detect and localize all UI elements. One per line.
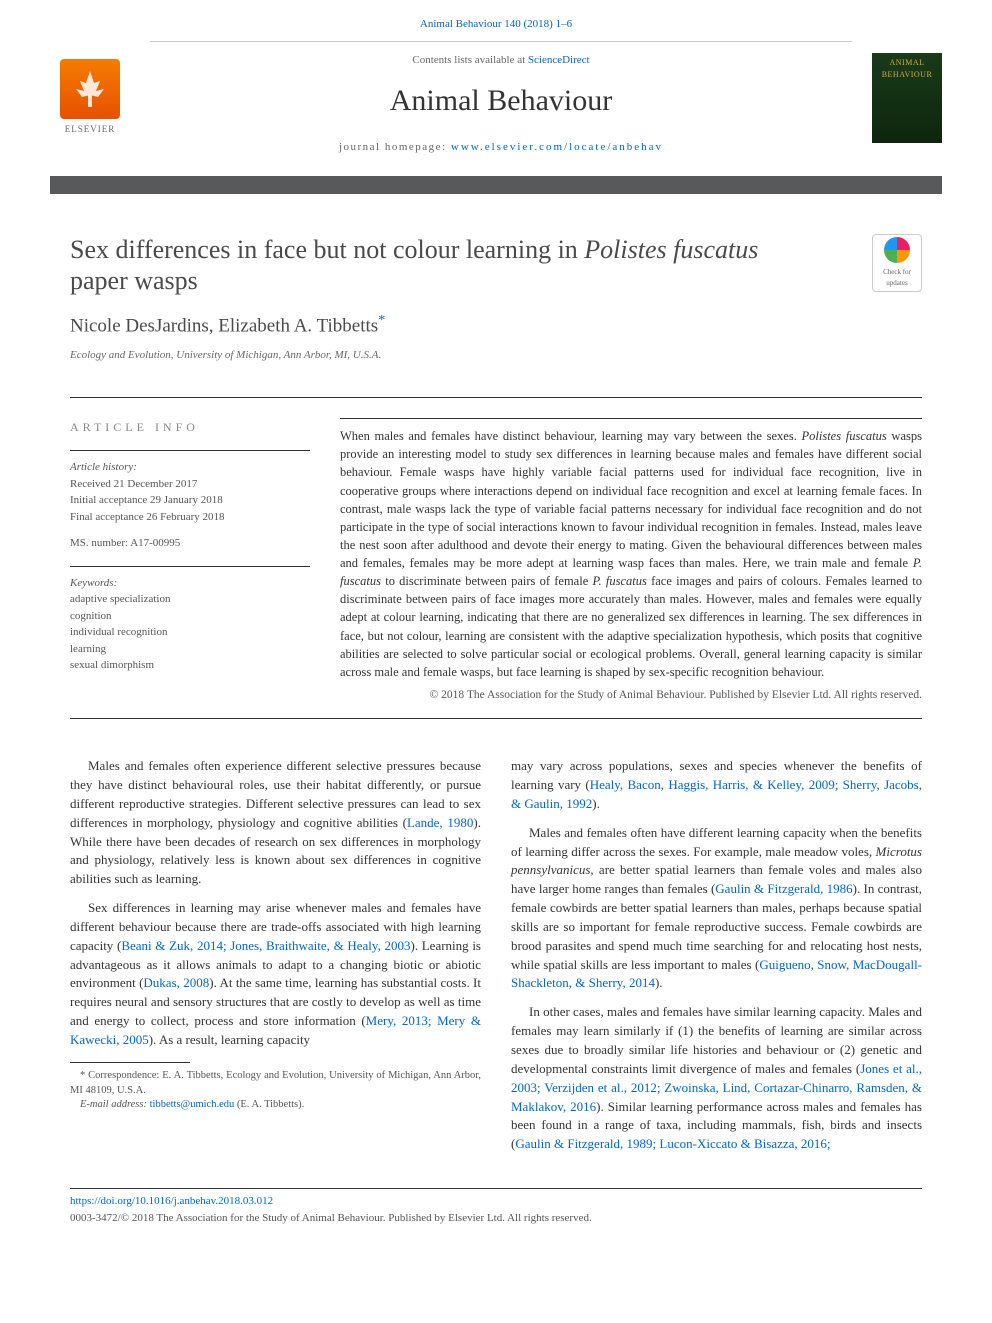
homepage-link[interactable]: www.elsevier.com/locate/anbehav (451, 141, 663, 153)
keyword: learning (70, 641, 310, 658)
body-paragraph: In other cases, males and females have s… (511, 1003, 922, 1154)
abs-em3: P. fuscatus (592, 574, 646, 588)
footer-rule (70, 1188, 922, 1189)
authors: Nicole DesJardins, Elizabeth A. Tibbetts… (70, 310, 922, 341)
reference-link[interactable]: Lande, 1980 (407, 815, 473, 830)
contents-prefix: Contents lists available at (412, 54, 527, 66)
info-abstract-row: ARTICLE INFO Article history: Received 2… (0, 398, 992, 704)
p-text: ). (592, 796, 600, 811)
contents-line: Contents lists available at ScienceDirec… (150, 52, 852, 69)
abs-t4: face images and pairs of colours. Female… (340, 574, 922, 679)
p-text: Males and females often have different l… (511, 825, 922, 859)
title-species: Polistes fuscatus (584, 235, 758, 264)
body-paragraph: Males and females often have different l… (511, 824, 922, 994)
article-info-heading: ARTICLE INFO (70, 418, 310, 436)
title-post: paper wasps (70, 266, 198, 295)
abs-t3: to discriminate between pairs of female (381, 574, 593, 588)
email-link[interactable]: tibbetts@umich.edu (150, 1099, 235, 1110)
reference-link[interactable]: Gaulin & Fitzgerald, 1989; Lucon-Xiccato… (515, 1136, 830, 1151)
abs-t1: When males and females have distinct beh… (340, 429, 802, 443)
abs-t2: wasps provide an interesting model to st… (340, 429, 922, 570)
p-text: ). (655, 975, 663, 990)
masthead-center: Contents lists available at ScienceDirec… (150, 41, 852, 156)
abstract-copyright: © 2018 The Association for the Study of … (340, 687, 922, 704)
masthead-rule (50, 176, 942, 194)
cover-title: ANIMAL BEHAVIOUR (876, 57, 938, 81)
footer: https://doi.org/10.1016/j.anbehav.2018.0… (0, 1174, 992, 1252)
email-footnote: E-mail address: tibbetts@umich.edu (E. A… (70, 1098, 481, 1113)
reference-link[interactable]: Dukas, 2008 (143, 975, 209, 990)
correspondence-footnote: * Correspondence: E. A. Tibbetts, Ecolog… (70, 1069, 481, 1098)
abstract-text: When males and females have distinct beh… (340, 418, 922, 681)
elsevier-tree-icon (60, 59, 120, 119)
ms-number: MS. number: A17-00995 (70, 535, 310, 552)
check-updates-button[interactable]: Check for updates (872, 234, 922, 292)
abs-em1: Polistes fuscatus (802, 429, 887, 443)
elsevier-label: ELSEVIER (65, 123, 116, 137)
body-paragraph: may vary across populations, sexes and s… (511, 757, 922, 814)
journal-homepage: journal homepage: www.elsevier.com/locat… (150, 139, 852, 156)
body-columns: Males and females often experience diffe… (0, 719, 992, 1174)
reference-link[interactable]: Gaulin & Fitzgerald, 1986 (715, 881, 852, 896)
body-paragraph: Sex differences in learning may arise wh… (70, 899, 481, 1050)
footnote-rule (70, 1062, 190, 1063)
citation-link[interactable]: Animal Behaviour 140 (2018) 1–6 (420, 18, 572, 30)
affiliation: Ecology and Evolution, University of Mic… (70, 347, 922, 364)
email-label: E-mail address: (80, 1099, 150, 1110)
elsevier-logo: ELSEVIER (50, 53, 130, 143)
received-line: Received 21 December 2017 (70, 476, 310, 493)
body-right-col: may vary across populations, sexes and s… (511, 757, 922, 1164)
body-left-col: Males and females often experience diffe… (70, 757, 481, 1164)
email-post: (E. A. Tibbetts). (234, 1099, 304, 1110)
article-info-col: ARTICLE INFO Article history: Received 2… (70, 418, 310, 704)
check-updates-icon (884, 237, 910, 263)
footer-copyright: 0003-3472/© 2018 The Association for the… (70, 1210, 922, 1227)
body-paragraph: Males and females often experience diffe… (70, 757, 481, 889)
doi-link[interactable]: https://doi.org/10.1016/j.anbehav.2018.0… (70, 1195, 273, 1207)
keyword: adaptive specialization (70, 591, 310, 608)
authors-text: Nicole DesJardins, Elizabeth A. Tibbetts (70, 315, 378, 336)
sciencedirect-link[interactable]: ScienceDirect (528, 54, 590, 66)
homepage-prefix: journal homepage: (339, 141, 451, 153)
journal-name: Animal Behaviour (150, 78, 852, 123)
keyword: sexual dimorphism (70, 657, 310, 674)
history-block: Article history: Received 21 December 20… (70, 450, 310, 552)
p-text: ). As a result, learning capacity (149, 1032, 310, 1047)
check-updates-label: Check for updates (873, 267, 921, 288)
initial-acceptance-line: Initial acceptance 29 January 2018 (70, 492, 310, 509)
abstract-col: When males and females have distinct beh… (340, 418, 922, 704)
keyword: individual recognition (70, 624, 310, 641)
keywords-label: Keywords: (70, 575, 310, 592)
masthead: ELSEVIER Contents lists available at Sci… (0, 41, 992, 176)
final-acceptance-line: Final acceptance 26 February 2018 (70, 509, 310, 526)
header-citation: Animal Behaviour 140 (2018) 1–6 (0, 0, 992, 41)
keywords-block: Keywords: adaptive specialization cognit… (70, 566, 310, 674)
history-label: Article history: (70, 459, 310, 476)
keyword: cognition (70, 608, 310, 625)
article-title: Sex differences in face but not colour l… (70, 234, 922, 296)
reference-link[interactable]: Beani & Zuk, 2014; Jones, Braithwaite, &… (121, 938, 410, 953)
article-header: Sex differences in face but not colour l… (0, 194, 992, 384)
journal-cover-thumbnail: ANIMAL BEHAVIOUR (872, 53, 942, 143)
author-corr-mark[interactable]: * (378, 313, 385, 328)
title-pre: Sex differences in face but not colour l… (70, 235, 584, 264)
